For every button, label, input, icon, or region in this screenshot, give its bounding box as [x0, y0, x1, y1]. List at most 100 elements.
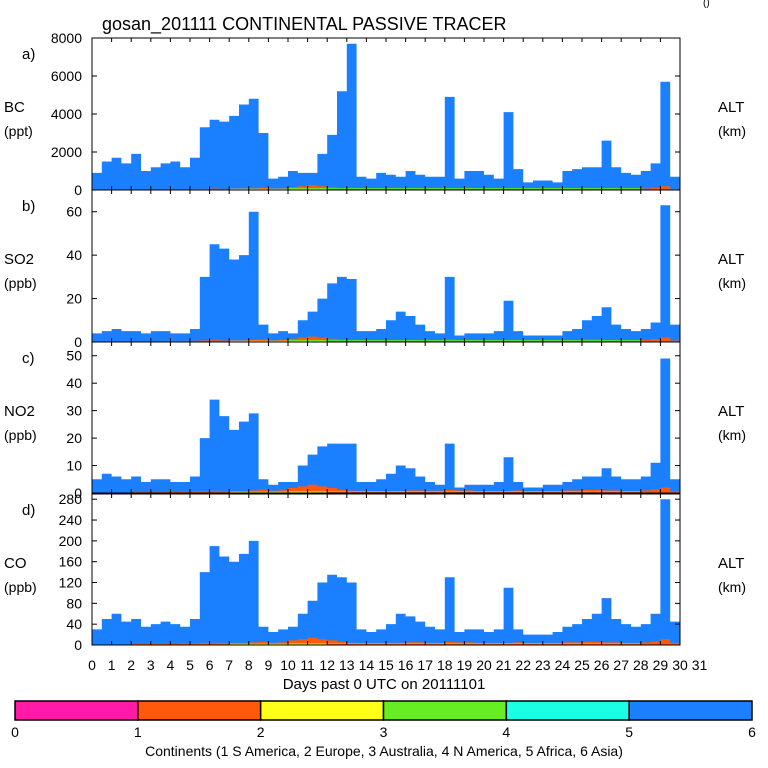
km-label: (km): [718, 123, 746, 139]
unit-label: (ppb): [4, 275, 37, 291]
y-tick-label: 0: [74, 637, 82, 653]
y-tick-label: 160: [59, 554, 83, 570]
panel-so2: 0 20 40 60 b) SO2 (ppb) ALT (km): [4, 189, 746, 350]
chart-title: gosan_201111 CONTINENTAL PASSIVE TRACER: [102, 14, 507, 35]
colorbar-tick-label: 6: [748, 724, 756, 740]
x-tick-labels: 0 1 2 3 4 5 6 7 8 9 10 11 12 13 14 15 16 17 18 19 20 21 22 23 24…: [88, 657, 707, 673]
x-axis-label: Days past 0 UTC on 20111101: [283, 676, 486, 693]
x-tick-label: 30: [672, 657, 688, 673]
x-tick-label: 19: [457, 657, 473, 673]
colorbar-segment: [382, 700, 508, 721]
x-tick-label: 18: [437, 657, 453, 673]
panel-no2: 0 10 20 30 40 50 c) NO2 (ppb) ALT (km): [4, 341, 746, 501]
colorbar-tick-label: 4: [502, 724, 510, 740]
species-label: NO2: [4, 403, 35, 420]
x-tick-label: 21: [496, 657, 512, 673]
alt-label: ALT: [718, 403, 744, 420]
panel-bc: 0 2000 4000 6000 8000 a) BC (ppt) ALT (km): [4, 30, 746, 198]
x-tick-label: 7: [225, 657, 233, 673]
x-tick-label: 1: [108, 657, 116, 673]
species-label: SO2: [4, 251, 34, 268]
species-label: BC: [4, 99, 25, 116]
km-label: (km): [718, 579, 746, 595]
series-asia-area: [92, 205, 680, 342]
x-tick-label: 10: [280, 657, 296, 673]
x-tick-label: 29: [653, 657, 669, 673]
species-label: CO: [4, 555, 27, 572]
panel-letter: a): [22, 46, 35, 63]
x-tick-label: 3: [147, 657, 155, 673]
panels: 02000400060008000a)BC(ppt)ALT(km)0204060…: [4, 30, 746, 653]
x-tick-label: 13: [339, 657, 355, 673]
y-tick-label: 50: [66, 348, 82, 364]
alt-label: ALT: [718, 99, 744, 116]
colorbar-tick-label: 0: [11, 724, 19, 740]
colorbar: 0 1 2 3 4 5 6: [11, 700, 756, 740]
y-tick-label: 40: [66, 375, 82, 391]
y-tick-label: 80: [66, 595, 82, 611]
series-asia-area: [92, 499, 680, 645]
x-tick-label: 20: [476, 657, 492, 673]
x-tick-label: 6: [206, 657, 214, 673]
series-asia-area: [92, 43, 680, 191]
colorbar-segment: [505, 700, 630, 721]
x-tick-label: 9: [265, 657, 273, 673]
x-tick-label: 28: [633, 657, 649, 673]
series-asia-area: [92, 358, 680, 493]
y-tick-label: 120: [59, 575, 83, 591]
y-tick-label: 6000: [51, 68, 82, 84]
colorbar-tick-label: 5: [625, 724, 633, 740]
y-tick-label: 0: [74, 334, 82, 350]
unit-label: (ppb): [4, 427, 37, 443]
colorbar-tick-label: 1: [134, 724, 142, 740]
y-tick-label: 30: [66, 403, 82, 419]
km-label: (km): [718, 427, 746, 443]
y-tick-label: 200: [59, 533, 83, 549]
y-tick-label: 20: [66, 291, 82, 307]
x-tick-label: 27: [613, 657, 629, 673]
colorbar-segment: [14, 700, 139, 721]
x-tick-label: 2: [127, 657, 135, 673]
x-tick-label: 25: [574, 657, 590, 673]
corner-mark: (): [703, 0, 710, 9]
y-tick-label: 280: [59, 491, 83, 507]
x-tick-label: 14: [359, 657, 375, 673]
colorbar-segment: [259, 700, 385, 721]
panel-letter: d): [22, 502, 35, 519]
y-tick-label: 40: [66, 616, 82, 632]
x-tick-label: 31: [692, 657, 708, 673]
colorbar-title: Continents (1 S America, 2 Europe, 3 Aus…: [145, 743, 623, 759]
y-tick-label: 10: [66, 458, 82, 474]
km-label: (km): [718, 275, 746, 291]
x-tick-label: 22: [515, 657, 531, 673]
y-tick-label: 40: [66, 247, 82, 263]
x-tick-label: 0: [88, 657, 96, 673]
x-tick-label: 26: [594, 657, 610, 673]
y-tick-label: 0: [74, 485, 82, 501]
colorbar-segment: [628, 700, 753, 721]
y-tick-label: 8000: [51, 30, 82, 46]
unit-label: (ppb): [4, 579, 37, 595]
colorbar-segment: [137, 700, 262, 721]
x-tick-label: 12: [319, 657, 335, 673]
x-tick-label: 23: [535, 657, 551, 673]
panel-letter: b): [22, 198, 35, 215]
panel-frame: [91, 341, 681, 494]
colorbar-tick-label: 2: [257, 724, 265, 740]
panel-letter: c): [22, 350, 35, 367]
colorbar-tick-label: 3: [380, 724, 388, 740]
panel-co: 0 40 80 120 160 200 240 280 d) CO (ppb) ALT (km): [4, 491, 746, 653]
x-tick-label: 8: [245, 657, 253, 673]
y-tick-label: 60: [66, 204, 82, 220]
y-tick-label: 4000: [51, 106, 82, 122]
x-tick-label: 24: [555, 657, 571, 673]
y-tick-label: 2000: [51, 144, 82, 160]
x-tick-label: 17: [417, 657, 433, 673]
x-tick-label: 4: [167, 657, 175, 673]
x-tick-label: 16: [398, 657, 414, 673]
x-tick-label: 5: [186, 657, 194, 673]
unit-label: (ppt): [4, 123, 33, 139]
y-tick-label: 20: [66, 430, 82, 446]
x-tick-label: 15: [378, 657, 394, 673]
